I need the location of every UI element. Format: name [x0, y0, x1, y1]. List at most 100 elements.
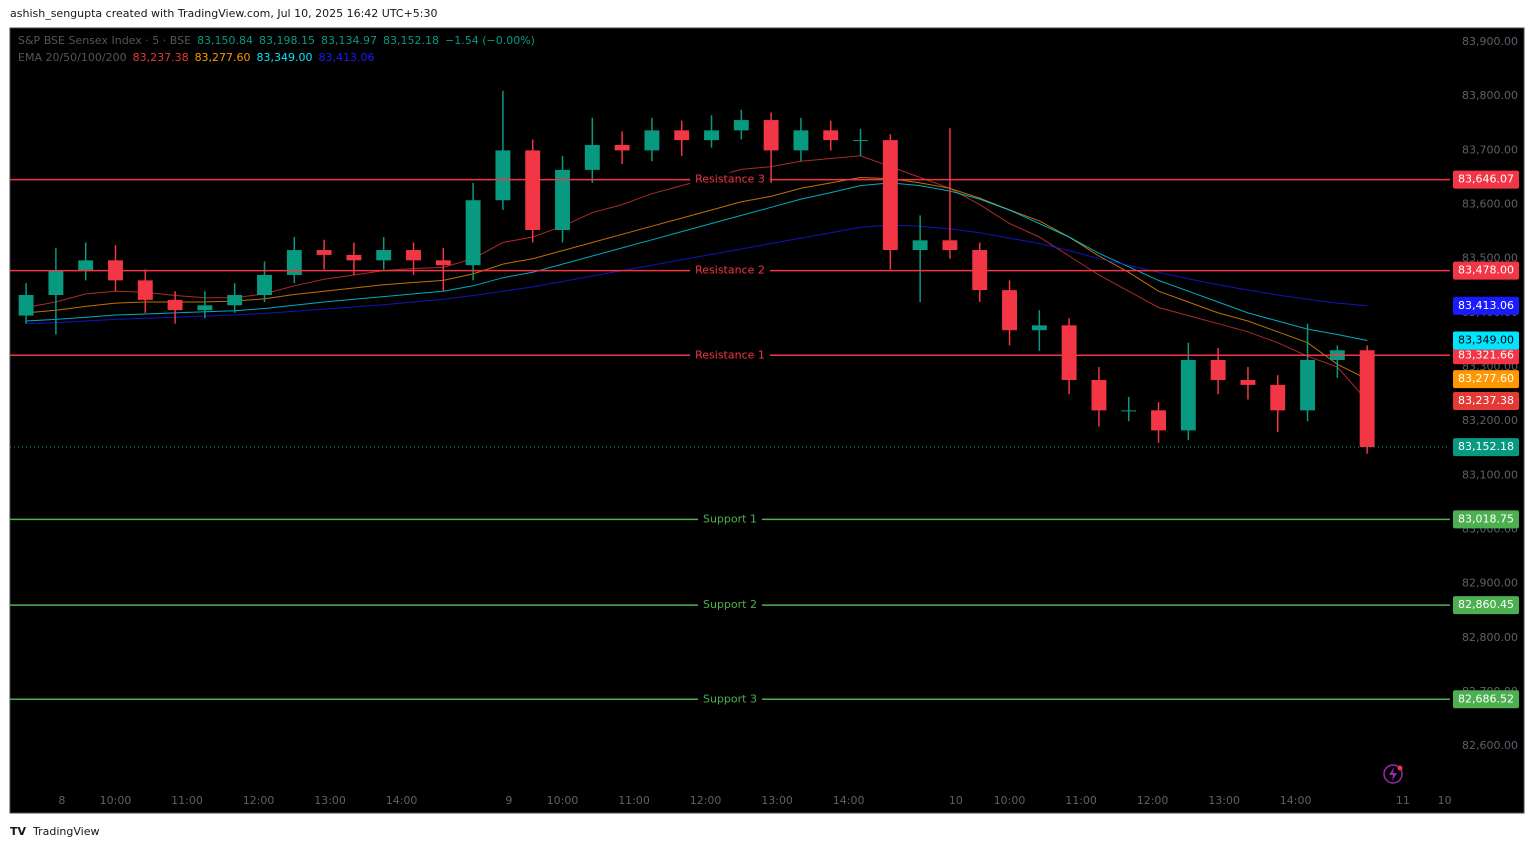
legend-ohlc: 83,134.97	[321, 34, 377, 47]
legend: S&P BSE Sensex Index · 5 · BSE 83,150.84 8…	[18, 34, 535, 47]
candle-body	[733, 120, 749, 131]
candle-body	[286, 250, 302, 275]
legend-ema-value: 83,277.60	[195, 51, 251, 64]
candle-body	[1121, 410, 1137, 412]
legend-title: S&P BSE Sensex Index · 5 · BSE	[18, 34, 191, 47]
level-label: Resistance 3	[695, 173, 765, 186]
level-label-bg	[698, 692, 762, 707]
legend: EMA 20/50/100/200 83,237.38 83,277.60 83,34…	[18, 51, 375, 64]
candle-body	[1210, 359, 1226, 381]
level-tag	[1453, 690, 1519, 709]
y-tick-label: 83,800.00	[1462, 89, 1518, 102]
x-tick-label: 10	[949, 794, 963, 807]
candle-body	[763, 120, 779, 151]
candle-body	[584, 144, 600, 170]
ema-tag	[1453, 370, 1519, 389]
level-label-bg	[698, 598, 762, 613]
logo-mark: 𝗧𝗩	[10, 825, 27, 838]
candle-body	[1151, 410, 1166, 431]
x-tick-label: 13:00	[314, 794, 346, 807]
legend-ema-value: 83,349.00	[257, 51, 313, 64]
y-tick-label: 82,800.00	[1462, 631, 1518, 644]
chart-frame	[9, 27, 1525, 814]
legend-ohlc: 83,150.84	[197, 34, 253, 47]
level-tag	[1453, 261, 1519, 280]
legend-ema-value: 83,237.38	[133, 51, 189, 64]
candle-body	[1180, 359, 1196, 431]
candle-body	[882, 140, 898, 251]
level-label: Support 2	[703, 598, 757, 611]
legend-ema-value: 83,413.06	[319, 51, 375, 64]
candle-body	[227, 294, 243, 306]
ema-line	[26, 176, 1368, 380]
level-label-bg	[690, 263, 770, 278]
level-label: Support 3	[703, 692, 757, 705]
candle-body	[823, 130, 839, 141]
last-price-tag	[1453, 438, 1519, 457]
x-tick-label: 14:00	[386, 794, 418, 807]
ema-tag-label: 83,413.06	[1458, 299, 1514, 312]
level-label: Support 1	[703, 512, 757, 525]
legend-ohlc: 83,152.18	[383, 34, 439, 47]
plot: 82,600.0082,700.0082,800.0082,900.0083,0…	[10, 34, 1519, 807]
level-tag	[1453, 346, 1519, 365]
x-tick-label: 12:00	[1137, 794, 1169, 807]
candle-body	[48, 270, 64, 295]
legend-ohlc: 83,198.15	[259, 34, 315, 47]
candle-body	[18, 294, 34, 316]
level-tag-label: 82,860.45	[1458, 598, 1514, 611]
y-tick-label: 82,600.00	[1462, 739, 1518, 752]
x-tick-label: 12:00	[690, 794, 722, 807]
candle-body	[1300, 359, 1315, 411]
x-tick-label: 8	[58, 794, 65, 807]
level-label-bg	[690, 172, 770, 187]
candle-body	[942, 240, 958, 251]
candle-body	[167, 299, 183, 311]
candle-body	[197, 305, 213, 311]
x-tick-label: 11:00	[1065, 794, 1097, 807]
legend-change: −1.54 (−0.00%)	[445, 34, 535, 47]
ema-tag-label: 83,277.60	[1458, 372, 1514, 385]
alert-icon[interactable]	[1383, 764, 1403, 784]
x-tick-label: 13:00	[761, 794, 793, 807]
level-label: Resistance 1	[695, 348, 765, 361]
candle-body	[704, 130, 719, 141]
ema-line	[26, 182, 1368, 341]
candle-body	[1031, 325, 1047, 331]
level-tag	[1453, 596, 1519, 615]
x-tick-label: 10:00	[994, 794, 1026, 807]
level-tag-label: 83,478.00	[1458, 264, 1514, 277]
y-tick-label: 83,600.00	[1462, 198, 1518, 211]
y-tick-label: 83,100.00	[1462, 468, 1518, 481]
x-tick-label: 12:00	[243, 794, 275, 807]
candle-body	[1270, 384, 1286, 411]
ema-tag	[1453, 331, 1519, 350]
y-tick-label: 82,900.00	[1462, 577, 1518, 590]
candle-body	[495, 150, 511, 201]
alert-bolt	[1389, 767, 1397, 781]
ema-tag	[1453, 391, 1519, 410]
candle-body	[1359, 350, 1375, 448]
ema-line	[26, 224, 1368, 325]
candle-body	[257, 274, 272, 295]
level-label-bg	[698, 512, 762, 527]
candle-body	[674, 130, 690, 141]
candle-body	[465, 200, 481, 266]
candle-body	[137, 280, 153, 300]
ema-tag	[1453, 296, 1519, 315]
candle-body	[1240, 380, 1256, 385]
level-tag	[1453, 510, 1519, 529]
level-tag-label: 82,686.52	[1458, 692, 1514, 705]
candle-body	[853, 140, 868, 142]
last-price-label: 83,152.18	[1458, 440, 1514, 453]
x-tick-label: 11	[1396, 794, 1410, 807]
x-tick-label: 13:00	[1208, 794, 1240, 807]
x-tick-label: 9	[505, 794, 512, 807]
candle-body	[1002, 290, 1017, 331]
alert-dot	[1397, 765, 1403, 771]
legend-ema-title: EMA 20/50/100/200	[18, 51, 127, 64]
x-tick-label: 10:00	[100, 794, 132, 807]
caption: ashish_sengupta created with TradingView…	[10, 7, 438, 20]
